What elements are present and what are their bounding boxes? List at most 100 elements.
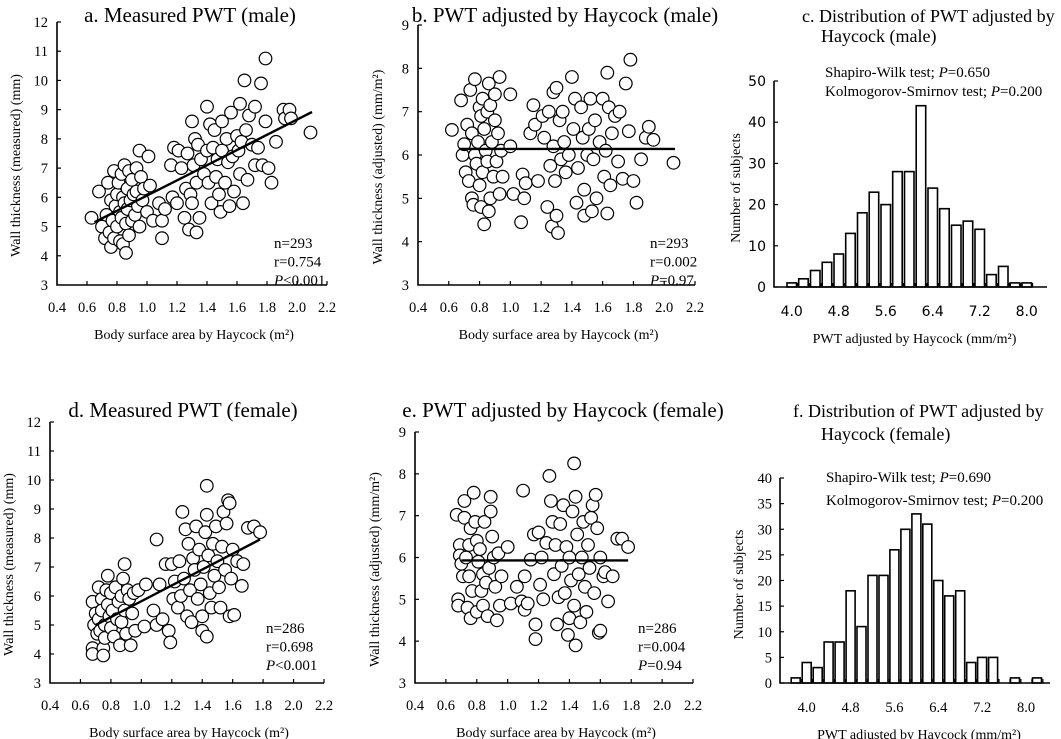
x-tick-label: 0.8 [108,300,126,316]
y-axis-label: Wall thickness (adjusted) (mm/m²) [371,69,386,264]
data-point [212,580,226,595]
histogram-bar [833,253,845,288]
x-tick-label: 1.2 [168,300,186,316]
x-tick-label: 4.8 [841,700,859,716]
data-point [605,569,620,584]
histogram-bar [868,191,880,288]
y-tick-label: 5 [402,191,409,207]
data-point [170,196,184,211]
data-point [558,165,573,180]
data-point [603,178,618,193]
x-tick-label: 0.6 [437,698,455,714]
data-point [473,542,487,556]
x-axis-label: Body surface area by Haycock (m²) [456,726,656,739]
x-tick-label: 6.4 [929,700,948,716]
data-point [488,87,502,102]
data-point [500,540,515,554]
data-point [192,210,207,225]
data-point [510,579,524,594]
data-point [236,557,251,571]
test-p-symbol: P [938,65,948,81]
x-tick-label: 0.8 [102,698,120,714]
y-tick-label: 5 [41,220,48,236]
data-point [143,178,157,193]
data-point [185,196,199,211]
data-point [611,154,625,169]
data-point [581,538,595,552]
data-point [207,568,222,583]
data-point [517,191,532,206]
y-tick-label: 5 [34,618,41,634]
stat-p-value: <0.001 [283,273,325,289]
chart-title: e. PWT adjusted by Haycock (female) [402,398,724,422]
y-tick-label: 12 [27,415,42,431]
y-tick-label: 40 [758,471,773,487]
x-tick-label: 1.0 [501,300,519,316]
data-point [588,487,603,502]
histogram-bar [987,656,999,684]
data-point [577,182,592,197]
histogram-bar [954,589,966,684]
test-name: Kolmogorov-Smirnov test; [825,84,991,100]
x-tick-label: 0.4 [48,300,67,316]
histogram-bar [915,104,927,288]
x-axis-label: Body surface area by Haycock (m²) [459,328,659,343]
histogram-bar [950,224,962,288]
chart-title: a. Measured PWT (male) [84,3,296,27]
y-tick-label: 0 [757,280,766,296]
y-tick-label: 25 [758,548,773,564]
x-tick-label: 2.2 [686,300,704,316]
normality-test-annotation: Kolmogorov-Smirnov test; P=0.200 [825,84,1042,100]
x-tick-label: 6.4 [922,304,944,320]
x-tick-label: 4.0 [781,304,803,320]
data-point [239,123,253,138]
y-tick-label: 8 [41,132,48,148]
x-tick-label: 2.2 [684,698,702,714]
x-tick-label: 1.8 [624,300,642,316]
data-point [579,605,594,619]
histogram-bars [786,104,1033,288]
y-tick-label: 50 [748,74,766,90]
data-point [261,161,276,176]
y-tick-label: 4 [41,249,49,265]
data-point [588,113,602,128]
data-point [114,615,129,629]
data-point [172,554,187,569]
histogram-bar [891,170,904,288]
test-p-value: =0.650 [948,65,990,81]
y-tick-label: 3 [41,278,48,294]
x-tick-label: 5.6 [885,700,903,716]
x-tick-label: 0.4 [41,698,60,714]
x-tick-label: 7.2 [973,700,991,716]
data-point [528,617,543,632]
scatter-points [85,478,268,663]
data-point [132,219,147,234]
data-point [593,623,608,638]
x-axis-label: Body surface area by Haycock (m²) [94,328,294,343]
y-tick-label: 8 [402,61,409,77]
data-point [601,594,615,609]
x-axis-label: PWT adjusted by Haycock (mm/m²) [817,728,1021,739]
y-tick-label: 6 [402,148,409,164]
data-point [117,557,132,571]
data-point [233,96,247,111]
data-point [207,123,222,138]
data-point [585,204,599,219]
stat-n: n=286 [266,621,305,637]
y-tick-label: 8 [399,467,406,483]
x-tick-label: 1.6 [228,300,246,316]
y-tick-label: 3 [402,278,409,294]
data-point [466,485,481,500]
data-point [600,206,615,221]
data-point [485,529,500,544]
x-tick-label: 1.0 [499,698,517,714]
y-tick-label: 3 [34,676,41,692]
x-tick-label: 1.0 [132,698,150,714]
data-point [550,617,564,632]
data-point [155,231,169,246]
data-point [548,174,562,188]
data-point [590,521,605,536]
histogram-bar [974,228,986,288]
data-point [574,100,588,115]
